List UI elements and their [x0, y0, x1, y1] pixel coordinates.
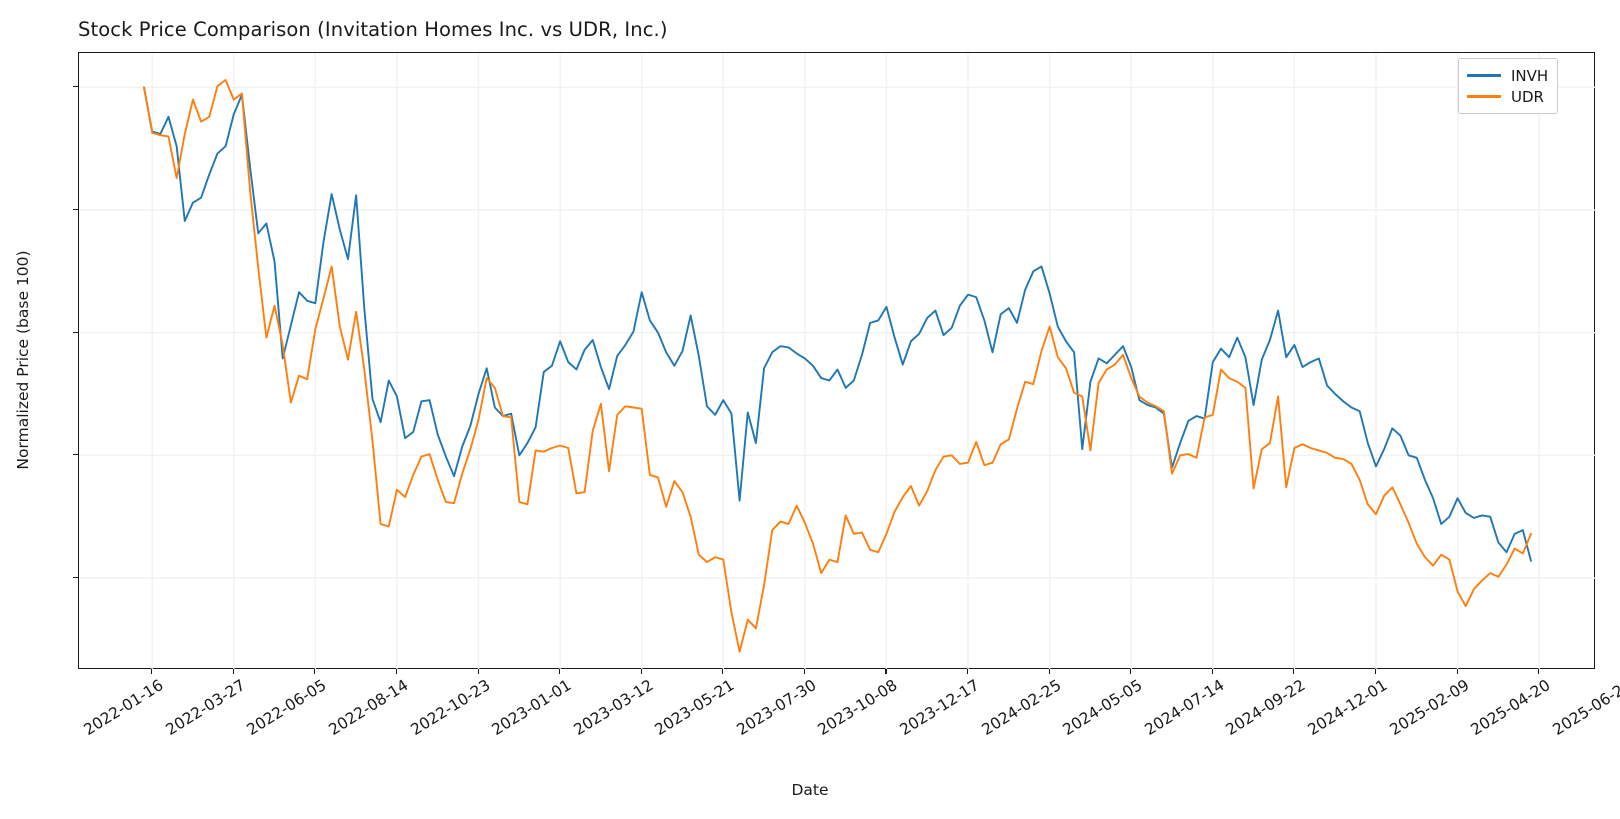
x-tick-label: 2024-05-05	[1059, 676, 1146, 740]
x-tick-mark	[232, 669, 234, 674]
x-tick-mark	[477, 669, 479, 674]
x-tick-mark	[395, 669, 398, 674]
legend-swatch-invh	[1467, 74, 1501, 77]
legend-item-invh[interactable]: INVH	[1467, 65, 1548, 86]
y-tick-mark	[73, 209, 78, 211]
legend-swatch-udr	[1467, 95, 1501, 98]
x-tick-mark	[1456, 669, 1458, 674]
chart-title: Stock Price Comparison (Invitation Homes…	[78, 18, 668, 41]
x-tick-label: 2023-03-12	[570, 676, 657, 740]
x-tick-mark	[967, 669, 969, 674]
series-line-invh	[143, 86, 1532, 562]
legend-item-udr[interactable]: UDR	[1467, 86, 1548, 107]
x-tick-label: 2025-06-29	[1549, 676, 1620, 740]
x-tick-mark	[885, 669, 887, 674]
x-tick-label: 2024-02-25	[978, 676, 1065, 740]
x-axis-label: Date	[791, 781, 829, 799]
plot-area	[78, 52, 1596, 670]
x-tick-label: 2022-01-16	[80, 676, 167, 740]
x-tick-label: 2025-02-09	[1386, 676, 1473, 740]
plot-svg	[79, 53, 1596, 670]
y-axis-label-wrapper: Normalized Price (base 100)	[14, 250, 34, 469]
x-tick-mark	[1538, 669, 1540, 674]
grid-lines	[79, 53, 1596, 670]
y-tick-mark	[73, 331, 78, 333]
y-tick-mark	[73, 577, 78, 579]
x-tick-mark	[1048, 669, 1050, 674]
x-tick-label: 2023-10-08	[815, 676, 901, 740]
x-tick-mark	[640, 669, 642, 674]
x-tick-label: 2022-08-14	[325, 676, 412, 740]
x-tick-label: 2022-03-27	[162, 676, 249, 740]
x-tick-label: 2025-04-20	[1467, 676, 1554, 740]
x-tick-mark	[1211, 669, 1213, 674]
x-tick-label: 2022-10-23	[407, 676, 494, 740]
x-tick-mark	[559, 669, 561, 674]
x-tick-mark	[151, 669, 153, 674]
x-tick-mark	[1293, 669, 1295, 674]
x-tick-label: 2023-07-30	[733, 676, 820, 740]
x-tick-mark	[1374, 669, 1377, 674]
x-tick-label: 2022-06-05	[243, 676, 330, 740]
x-tick-mark	[1130, 669, 1132, 674]
x-tick-label: 2024-07-14	[1141, 676, 1228, 740]
y-axis-label: Normalized Price (base 100)	[14, 250, 32, 470]
y-tick-mark	[73, 86, 78, 88]
x-tick-label: 2023-01-01	[488, 676, 575, 740]
x-tick-label: 2023-05-21	[651, 676, 738, 740]
x-tick-mark	[722, 669, 724, 674]
series-line-udr	[143, 79, 1532, 653]
series-lines	[143, 79, 1532, 653]
x-tick-mark	[314, 669, 316, 674]
legend-label-invh: INVH	[1511, 66, 1549, 85]
chart-legend: INVH UDR	[1458, 58, 1559, 114]
x-tick-label: 2024-12-01	[1304, 676, 1391, 740]
x-tick-label: 2023-12-17	[896, 676, 983, 740]
legend-label-udr: UDR	[1511, 87, 1544, 106]
x-tick-label: 2024-09-22	[1222, 676, 1309, 740]
x-tick-mark	[803, 669, 805, 674]
y-tick-mark	[73, 454, 78, 456]
